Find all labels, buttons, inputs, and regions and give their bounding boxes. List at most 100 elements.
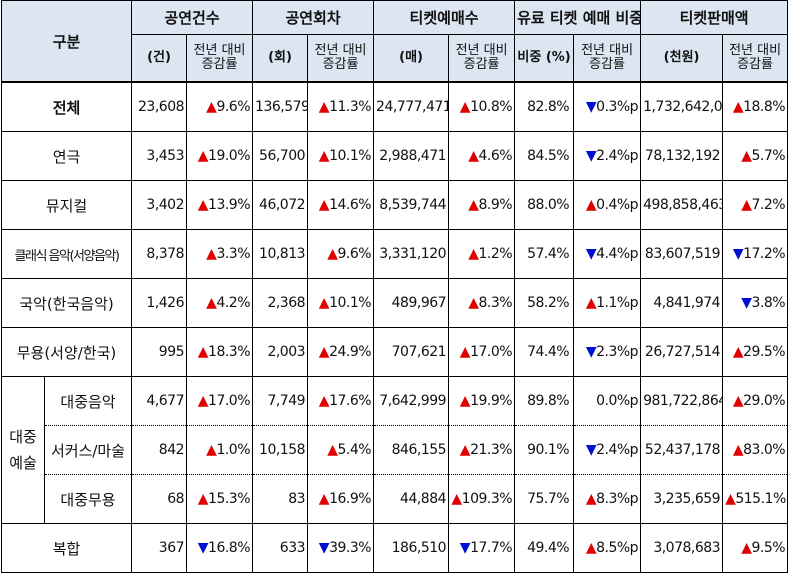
change-cell: ▲10.1%: [307, 278, 375, 328]
group-header-sales: 티켓판매액: [640, 0, 788, 35]
change-value: 83.0%: [743, 442, 786, 458]
value-cell: 88.0%: [514, 180, 575, 230]
change-value: 11.3%: [329, 99, 372, 115]
change-cell: ▲29.5%: [722, 327, 788, 377]
change-value: 1.1%p: [596, 295, 639, 311]
row-category: 무용(서양/한국): [0, 327, 133, 377]
value: 8,539,744: [379, 197, 447, 213]
value: 2,003: [267, 344, 306, 360]
value-cell: 3,235,659: [640, 474, 724, 524]
up-triangle-icon: ▲: [206, 99, 217, 115]
change-cell: ▲5.7%: [722, 131, 788, 181]
value: 78,132,192: [644, 148, 721, 164]
up-triangle-icon: ▲: [468, 197, 479, 213]
change-cell: ▼2.3%p: [573, 327, 642, 377]
up-triangle-icon: ▲: [197, 491, 209, 507]
change-value: 15.3%: [208, 491, 251, 507]
value: 88.0%: [527, 197, 570, 213]
down-triangle-icon: ▼: [585, 344, 597, 360]
change-cell: ▲18.8%: [722, 81, 788, 132]
change-value: 17.0%: [208, 393, 251, 409]
up-triangle-icon: ▲: [585, 540, 597, 556]
value-cell: 3,078,683: [640, 523, 724, 573]
row-category: 클래식 음악(서양음악): [0, 229, 133, 279]
down-triangle-icon: ▼: [585, 148, 597, 164]
change-cell: ▲1.2%: [448, 229, 516, 279]
row-category: 대중무용: [43, 474, 133, 524]
value: 3,078,683: [653, 540, 721, 556]
subheader-yoy-change: 전년 대비 증감률: [573, 34, 642, 83]
change-value: 17.2%: [743, 246, 786, 262]
subheader-yoy-change: 전년 대비 증감률: [722, 34, 788, 83]
table-row: 대중무용 68 ▲15.3% 83 ▲16.9% 44,884 ▲109.3% 75.7% ▲8…: [2, 474, 788, 524]
change-value: 13.9%: [208, 197, 251, 213]
value-cell: 26,727,514: [640, 327, 724, 377]
row-category: 뮤지컬: [0, 180, 133, 230]
change-value: 2.4%p: [596, 148, 639, 164]
change-cell: ▲1.1%p: [573, 278, 642, 328]
table-row: 국악(한국음악) 1,426 ▲4.2% 2,368 ▲10.1% 489,967 ▲8.3…: [0, 278, 788, 328]
subheader-yoy-change: 전년 대비 증감률: [186, 34, 254, 83]
value: 7,642,999: [379, 393, 447, 409]
change-value: 17.7%: [470, 540, 513, 556]
change-value: 10.1%: [329, 148, 372, 164]
change-cell: ▼17.7%: [448, 523, 516, 573]
change-cell: ▲1.0%: [186, 425, 254, 475]
up-triangle-icon: ▲: [468, 295, 479, 311]
value: 995: [158, 344, 185, 360]
change-cell: ▲24.9%: [307, 327, 375, 377]
value: 4,677: [146, 393, 185, 409]
down-triangle-icon: ▼: [585, 442, 597, 458]
value: 90.1%: [527, 442, 570, 458]
change-cell: ▲18.3%: [186, 327, 254, 377]
up-triangle-icon: ▲: [732, 344, 744, 360]
change-value: 4.4%p: [596, 246, 639, 262]
value: 44,884: [400, 491, 447, 507]
change-cell: ▲17.6%: [307, 376, 375, 426]
value: 3,331,120: [379, 246, 447, 262]
change-cell: ▼2.4%p: [573, 425, 642, 475]
change-cell: ▲7.2%: [722, 180, 788, 230]
change-cell: ▼17.2%: [722, 229, 788, 279]
change-cell: ▲21.3%: [448, 425, 516, 475]
change-value: 10.1%: [329, 295, 372, 311]
value: 24,777,471: [376, 99, 449, 115]
change-value: 29.0%: [743, 393, 786, 409]
down-triangle-icon: ▼: [459, 540, 471, 556]
value-cell: 83: [252, 474, 309, 524]
value: 136,579: [255, 99, 308, 115]
value: 1,426: [146, 295, 185, 311]
value-cell: 4,841,974: [640, 278, 724, 328]
row-category: 연극: [0, 131, 133, 181]
up-triangle-icon: ▲: [459, 442, 471, 458]
change-value: 17.0%: [470, 344, 513, 360]
value-cell: 10,813: [252, 229, 309, 279]
value: 84.5%: [527, 148, 570, 164]
value: 846,155: [391, 442, 447, 458]
up-triangle-icon: ▲: [741, 540, 752, 556]
value: 367: [158, 540, 185, 556]
table-row: 서커스/마술 842 ▲1.0% 10,158 ▲5.4% 846,155 ▲21.3% 90…: [2, 425, 788, 475]
change-value: 3.3%: [216, 246, 251, 262]
value-cell: 83,607,519: [640, 229, 724, 279]
value: 75.7%: [527, 491, 570, 507]
value-cell: 7,749: [252, 376, 309, 426]
table-row: 클래식 음악(서양음악) 8,378 ▲3.3% 10,813 ▲9.6% 3,331,1…: [0, 229, 788, 279]
value-cell: 1,732,642,046: [640, 81, 724, 132]
change-cell: 0.0%p: [573, 376, 642, 426]
change-cell: ▲5.4%: [307, 425, 375, 475]
up-triangle-icon: ▲: [318, 344, 330, 360]
value-cell: 842: [131, 425, 188, 475]
value-cell: 7,642,999: [373, 376, 450, 426]
change-value: 8.9%: [478, 197, 513, 213]
change-cell: ▲8.5%p: [573, 523, 642, 573]
value-cell: 75.7%: [514, 474, 575, 524]
group-header-paid-share: 유료 티켓 예매 비중: [514, 0, 642, 35]
change-cell: ▲9.5%: [722, 523, 788, 573]
change-cell: ▲83.0%: [722, 425, 788, 475]
value: 7,749: [267, 393, 306, 409]
up-triangle-icon: ▲: [732, 442, 744, 458]
value-cell: 367: [131, 523, 188, 573]
change-cell: ▲17.0%: [448, 327, 516, 377]
